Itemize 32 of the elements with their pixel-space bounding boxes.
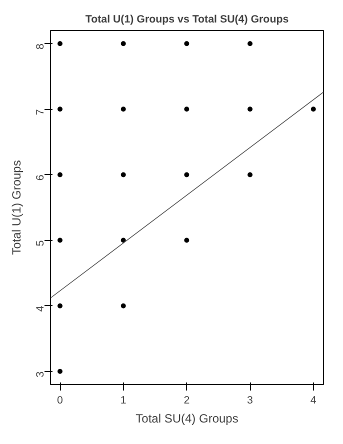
chart-title: Total U(1) Groups vs Total SU(4) Groups [85,14,289,26]
y-tick-label: 4 [34,306,46,312]
point [184,106,190,112]
point [248,106,253,112]
x-tick-label: 1 [120,394,126,406]
point [58,172,62,178]
x-axis-title: Total SU(4) Groups [136,412,238,426]
point [58,238,62,243]
x-tick-label: 3 [247,394,254,406]
point [58,41,62,46]
y-axis-title: Total U(1) Groups [10,160,24,255]
point [58,303,62,308]
x-tick-label: 2 [184,394,190,406]
point [120,106,126,112]
y-tick-label: 5 [34,240,46,246]
point [248,172,253,178]
y-tick-label: 8 [34,44,46,50]
point [58,106,62,112]
point [120,172,126,178]
y-tick-label: 6 [34,174,46,181]
point [310,106,316,112]
y-tick-label: 7 [34,109,46,116]
y-tick-label: 3 [34,371,46,378]
point [58,368,62,374]
x-tick-label: 4 [310,394,316,406]
point [120,41,126,46]
x-tick-label: 0 [57,394,64,406]
point [184,41,190,46]
point [184,238,190,243]
point [120,303,126,308]
point [184,172,190,178]
point [248,41,253,46]
